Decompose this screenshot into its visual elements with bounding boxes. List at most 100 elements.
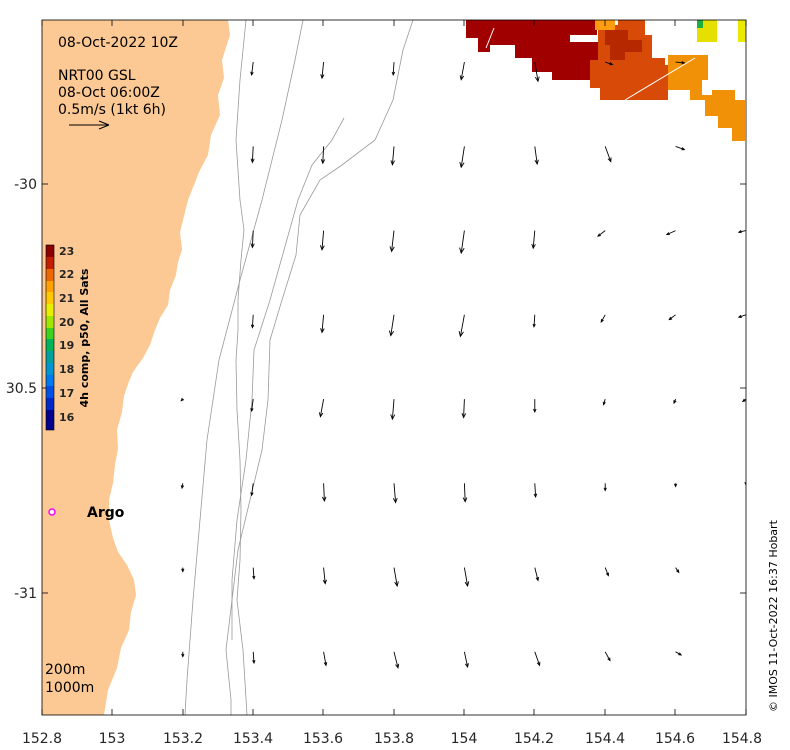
colorbar-segment-18-5 [46, 351, 54, 363]
current-arrow [323, 651, 328, 667]
current-arrow-shaft [252, 651, 255, 664]
current-arrow-head [388, 330, 395, 337]
current-arrow [250, 230, 255, 249]
current-arrow-head [602, 401, 606, 406]
x-tick-label: 154.8 [722, 731, 762, 747]
current-arrow-head [673, 483, 678, 488]
isobath-200m [235, 20, 248, 715]
current-arrow [252, 651, 256, 665]
current-arrow-shaft [321, 314, 325, 333]
current-arrow [250, 146, 255, 164]
x-tick-label: 153 [99, 731, 126, 747]
argo-marker [48, 508, 56, 516]
colorbar-segment-20 [46, 316, 54, 328]
current-arrow-shaft [390, 314, 395, 336]
current-arrow-head [665, 232, 670, 236]
current-arrow [250, 483, 254, 497]
current-arrow-shaft [463, 651, 469, 668]
current-arrow [604, 567, 609, 577]
current-arrow-head [603, 487, 607, 492]
current-arrow [250, 314, 255, 329]
colorbar-tick-label: 22 [59, 268, 74, 281]
colorbar-segment-17-5 [46, 375, 54, 386]
x-tick-label: 154.2 [514, 731, 554, 747]
y-tick-label: -30 [14, 177, 37, 193]
current-arrow [534, 651, 541, 667]
current-arrow-shaft [604, 651, 611, 661]
current-arrow-head [181, 653, 185, 658]
x-tick-label: 154.4 [585, 731, 625, 747]
current-arrow-head [600, 319, 604, 323]
current-arrow-head [250, 158, 255, 164]
sst-colorbar [45, 244, 55, 431]
colorbar-tick-label: 18 [59, 363, 74, 376]
current-arrow [744, 482, 746, 487]
current-arrow-head [318, 412, 324, 418]
y-tick-labels: -30 30.5 -31 [6, 177, 37, 602]
current-arrow-head [531, 243, 536, 250]
current-arrow-shaft [319, 399, 325, 417]
sst-patch-21c [668, 55, 745, 141]
current-arrow [182, 715, 184, 720]
current-arrow [602, 398, 606, 406]
current-arrow-head [391, 71, 396, 76]
current-arrow-shaft [321, 62, 325, 79]
colorbar-tick-label: 23 [59, 245, 74, 258]
current-arrow [463, 567, 470, 588]
current-arrow-head [462, 497, 468, 503]
current-arrow [675, 567, 680, 574]
current-arrow-shaft [391, 230, 395, 252]
current-arrow [389, 230, 395, 253]
current-arrow [675, 714, 677, 715]
current-arrow-shaft [675, 714, 677, 715]
colorbar-segment-22-5 [46, 257, 54, 269]
colorbar-segment-16-5 [46, 398, 54, 410]
current-arrow-shaft [394, 714, 395, 715]
current-arrow-head [322, 579, 327, 585]
current-arrow-head [607, 157, 612, 163]
current-arrow-head [536, 661, 541, 667]
current-arrow-head [395, 663, 400, 669]
current-vectors [180, 61, 752, 726]
current-arrow-head [321, 496, 327, 502]
current-arrow [534, 146, 539, 166]
current-arrow-shaft [321, 230, 325, 250]
current-arrow-head [389, 246, 395, 253]
current-arrow [394, 714, 395, 715]
current-arrow-shaft [251, 146, 254, 163]
current-arrow-head [737, 230, 742, 234]
current-arrow-shaft [393, 483, 397, 503]
current-arrow [534, 567, 540, 582]
current-arrow-head [468, 723, 470, 726]
current-arrow-head [459, 247, 465, 255]
current-arrow [745, 146, 752, 151]
current-arrow-shaft [738, 230, 746, 233]
colorbar-segment-20-5 [46, 304, 54, 316]
current-arrow-shaft [464, 714, 465, 715]
land-mass [42, 20, 230, 715]
current-arrow-head [749, 148, 752, 151]
current-arrow [459, 230, 465, 255]
x-tick-label: 154.6 [655, 731, 695, 747]
current-arrow [605, 61, 614, 66]
current-arrow [393, 567, 399, 588]
scale-arrow [69, 120, 110, 130]
current-arrow [250, 62, 254, 76]
current-arrow [393, 651, 400, 669]
current-arrow-shaft [675, 145, 685, 151]
current-arrow-shaft [534, 483, 537, 497]
current-arrow-shaft [251, 399, 254, 412]
current-arrow [458, 314, 465, 338]
current-arrow-head [741, 398, 746, 403]
current-arrow-shaft [322, 146, 325, 164]
colorbar-segment-21-5 [46, 281, 54, 292]
current-arrow-shaft [600, 314, 606, 323]
current-arrow-shaft [534, 651, 541, 666]
current-arrow [464, 714, 470, 726]
current-arrow-head [392, 497, 398, 504]
current-arrow-head [182, 717, 184, 720]
current-arrow [252, 567, 256, 580]
map-date-title: 08-Oct-2022 10Z [58, 35, 178, 51]
argo-label: Argo [87, 505, 125, 521]
current-arrow [600, 314, 606, 323]
